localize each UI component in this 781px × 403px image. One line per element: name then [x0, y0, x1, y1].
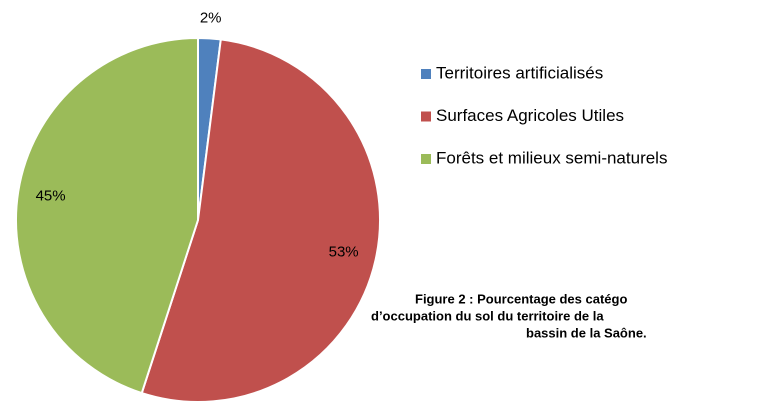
data-label: 2%	[200, 9, 222, 26]
legend-swatch	[421, 111, 431, 122]
pie-slice	[140, 38, 381, 403]
data-label: 53%	[329, 244, 359, 261]
legend-swatch	[421, 154, 431, 164]
caption: Figure 2 : Pourcentage des catégo	[415, 291, 627, 306]
caption: bassin de la Saône.	[526, 325, 647, 340]
pie-slice	[15, 36, 199, 395]
legend-label: Territoires artificialisés	[436, 63, 603, 82]
legend-swatch	[421, 69, 431, 79]
legend-label: Surfaces Agricoles Utiles	[436, 106, 624, 125]
legend-label: Forêts et milieux semi-naturels	[436, 148, 667, 167]
caption: d’occupation du sol du territoire de la	[371, 308, 604, 323]
data-label: 45%	[36, 188, 66, 205]
